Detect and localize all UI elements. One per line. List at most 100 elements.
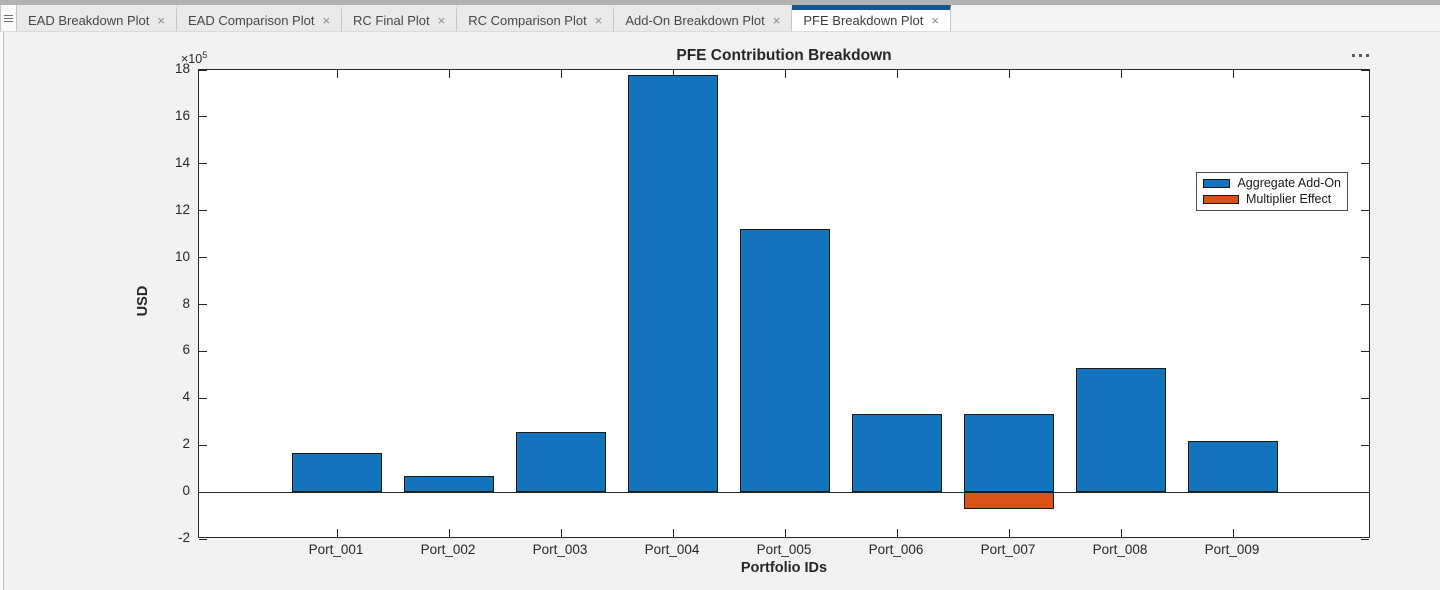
x-axis-tick (784, 529, 786, 537)
y-axis-tick (199, 69, 207, 71)
y-axis-tick (199, 444, 207, 446)
tab-label: EAD Comparison Plot (188, 13, 315, 28)
bar-port_002 (404, 475, 494, 493)
x-axis-tick-mirror (672, 70, 674, 78)
y-axis-tick (199, 350, 207, 352)
x-axis-tick (336, 529, 338, 537)
legend-label: Aggregate Add-On (1237, 176, 1341, 190)
y-axis-tick (199, 210, 207, 212)
x-axis-tick-mirror (336, 70, 338, 78)
x-axis-tick-mirror (896, 70, 898, 78)
x-axis-tick-mirror (1120, 70, 1122, 78)
x-tick-label: Port_006 (868, 542, 924, 557)
y-tick-label: -2 (177, 530, 190, 545)
tab-add-on-breakdown-plot[interactable]: Add-On Breakdown Plot × (614, 5, 793, 31)
y-axis-tick-mirror (1361, 304, 1369, 305)
legend-entry: Multiplier Effect (1203, 193, 1341, 206)
y-tick-label: 8 (182, 295, 190, 311)
y-axis-tick (199, 163, 207, 165)
y-axis-tick (199, 538, 207, 540)
y-axis-tick-mirror (1361, 210, 1369, 212)
x-axis-tick (1008, 529, 1010, 537)
y-tick-label: 4 (182, 389, 190, 405)
x-axis-tick-mirror (1008, 70, 1010, 78)
x-axis-tick (672, 529, 674, 537)
x-axis-tick-mirror (1232, 70, 1234, 78)
x-axis-tick-mirror (560, 70, 562, 78)
tab-label: RC Final Plot (353, 13, 430, 28)
bar-port_008 (1076, 367, 1166, 493)
tab-close-icon[interactable]: × (594, 13, 603, 28)
x-tick-label: Port_005 (756, 542, 812, 557)
tab-list-grip-icon (4, 14, 13, 22)
tab-close-icon[interactable]: × (931, 13, 939, 28)
y-tick-label: 6 (182, 342, 190, 358)
y-axis-tick-mirror (1361, 350, 1369, 352)
x-axis-tick (896, 529, 898, 537)
tab-rc-final-plot[interactable]: RC Final Plot × (342, 5, 458, 31)
y-tick-label: 0 (182, 483, 190, 499)
y-tick-label: 14 (174, 154, 190, 170)
x-axis-tick (1232, 529, 1234, 537)
tab-ead-breakdown-plot[interactable]: EAD Breakdown Plot × (17, 5, 177, 31)
tab-close-icon[interactable]: × (437, 13, 446, 28)
tab-ead-comparison-plot[interactable]: EAD Comparison Plot × (177, 5, 343, 31)
y-axis-tick (199, 116, 207, 118)
tab-label: RC Comparison Plot (468, 13, 587, 28)
x-axis-tick (1120, 529, 1122, 537)
tab-close-icon[interactable]: × (322, 13, 331, 28)
bar-port_004 (628, 74, 718, 493)
tab-rc-comparison-plot[interactable]: RC Comparison Plot × (457, 5, 615, 31)
x-axis-tick-mirror (448, 70, 450, 78)
legend[interactable]: Aggregate Add-On Multiplier Effect (1196, 172, 1348, 211)
y-axis-tick-mirror (1361, 116, 1369, 118)
legend-swatch (1203, 179, 1231, 188)
legend-swatch (1203, 195, 1239, 204)
y-axis-tick (199, 304, 207, 305)
axes-toolbar-ellipsis-icon[interactable] (1348, 50, 1372, 60)
bar-port_009 (1188, 440, 1278, 493)
figure-canvas: PFE Contribution Breakdown ×105 USD Aggr… (5, 32, 1440, 590)
tab-label: Add-On Breakdown Plot (625, 13, 765, 28)
y-axis-tick-mirror (1361, 257, 1369, 259)
legend-label: Multiplier Effect (1246, 192, 1332, 206)
legend-entry: Aggregate Add-On (1203, 177, 1341, 190)
bar-port_003 (516, 432, 606, 493)
y-tick-label: 18 (174, 61, 190, 76)
y-tick-label: 12 (174, 201, 190, 217)
tab-close-icon[interactable]: × (157, 13, 165, 28)
y-axis-tick-mirror (1361, 444, 1369, 446)
left-panel-edge (0, 32, 4, 590)
tab-label: EAD Breakdown Plot (28, 13, 150, 28)
figure-tab-bar: EAD Breakdown Plot × EAD Comparison Plot × R… (0, 5, 1440, 32)
y-axis-tick-mirror (1361, 69, 1369, 71)
y-axis-tick-mirror (1361, 397, 1369, 399)
bar-port_006 (852, 413, 942, 493)
bar-port_005 (740, 229, 830, 493)
y-axis-tick-mirror (1361, 163, 1369, 165)
bar-port_007-multiplier-effect (964, 492, 1054, 509)
window-top-strip (0, 0, 1440, 5)
bar-port_007 (964, 413, 1054, 493)
zero-baseline (199, 492, 1369, 494)
x-axis-tick-mirror (784, 70, 786, 78)
tab-pfe-breakdown-plot[interactable]: PFE Breakdown Plot × (792, 5, 951, 31)
y-tick-label: 16 (174, 107, 190, 123)
y-tick-label: 2 (182, 436, 190, 452)
bar-port_001 (292, 453, 382, 493)
x-tick-label: Port_007 (980, 542, 1036, 557)
tab-label: PFE Breakdown Plot (803, 13, 924, 28)
x-axis-tick (560, 529, 562, 537)
x-axis-tick (448, 529, 450, 537)
y-axis-tick (199, 397, 207, 399)
x-tick-label: Port_001 (308, 542, 364, 557)
chart-title: PFE Contribution Breakdown (676, 47, 892, 64)
y-axis-tick-mirror (1361, 538, 1369, 540)
y-tick-label: 10 (174, 248, 190, 264)
x-axis-label: Portfolio IDs (740, 560, 828, 576)
y-axis-tick (199, 257, 207, 259)
plot-axes: Aggregate Add-On Multiplier Effect (198, 69, 1370, 540)
tab-list-button[interactable] (0, 5, 17, 31)
tab-close-icon[interactable]: × (772, 13, 781, 28)
